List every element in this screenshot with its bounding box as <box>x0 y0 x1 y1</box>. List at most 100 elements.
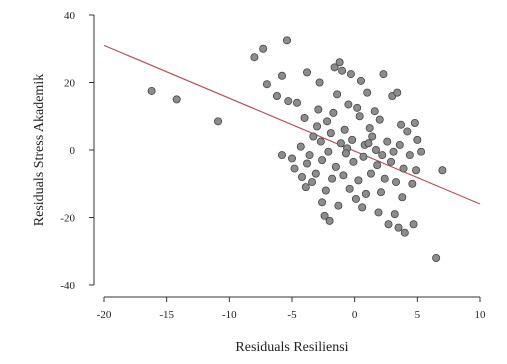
data-point <box>376 188 385 197</box>
x-tick-label: 5 <box>415 309 421 321</box>
x-tick-label: -5 <box>287 309 297 321</box>
data-point <box>311 169 320 178</box>
regression-line-group <box>103 44 481 205</box>
data-point <box>282 36 291 45</box>
y-tick-label: 40 <box>64 10 76 22</box>
data-point <box>383 137 392 146</box>
data-point <box>346 70 355 79</box>
data-point <box>394 223 403 232</box>
data-point <box>259 44 268 53</box>
data-point <box>353 103 362 112</box>
data-point <box>359 152 368 161</box>
data-point <box>324 147 333 156</box>
data-point <box>338 66 347 75</box>
data-point <box>368 132 377 141</box>
data-point <box>318 156 327 165</box>
data-point <box>172 95 181 104</box>
data-point <box>417 147 426 156</box>
data-point <box>379 70 388 79</box>
data-point <box>309 132 318 141</box>
data-point <box>314 105 323 114</box>
data-point <box>405 151 414 160</box>
y-axis-title: Residuals Stress Akademik <box>32 74 47 226</box>
data-point <box>438 166 447 175</box>
data-point <box>147 86 156 95</box>
data-point <box>290 164 299 173</box>
data-point <box>366 169 375 178</box>
data-point <box>335 58 344 67</box>
x-tick-label: 0 <box>352 309 358 321</box>
data-point <box>303 159 312 168</box>
data-point <box>378 151 387 160</box>
data-point <box>354 176 363 185</box>
regression-line <box>103 44 481 205</box>
x-tick-label: -20 <box>97 309 112 321</box>
data-point <box>374 208 383 217</box>
data-point <box>296 142 305 151</box>
data-point <box>364 139 373 148</box>
data-point <box>287 154 296 163</box>
data-point <box>393 88 402 97</box>
data-point <box>392 178 401 187</box>
data-point <box>390 210 399 219</box>
data-point <box>410 119 419 128</box>
data-point <box>325 216 334 225</box>
data-point <box>397 120 406 129</box>
data-point <box>277 151 286 160</box>
data-point <box>250 53 259 62</box>
data-point <box>389 147 398 156</box>
axes: -20 -15 -10 -5 0 5 10 -40 -20 0 20 40 <box>60 10 486 321</box>
data-point <box>331 162 340 171</box>
data-point <box>348 135 357 144</box>
data-point <box>412 166 421 175</box>
data-point <box>341 149 350 158</box>
data-point <box>349 157 358 166</box>
data-point <box>333 90 342 99</box>
data-point <box>409 220 418 229</box>
data-point <box>375 115 384 124</box>
x-axis-title: Residuals Resiliensi <box>235 340 348 355</box>
data-point <box>356 76 365 85</box>
x-tick-label: -10 <box>222 309 237 321</box>
data-point <box>400 228 409 237</box>
data-point <box>301 183 310 192</box>
y-tick-label: 20 <box>64 78 76 90</box>
data-point <box>323 117 332 126</box>
data-point <box>336 139 345 148</box>
data-point <box>363 88 372 97</box>
data-point <box>361 189 370 198</box>
data-point <box>408 179 417 188</box>
y-tick-label: 0 <box>70 145 76 157</box>
data-point <box>326 129 335 138</box>
data-point <box>272 92 281 101</box>
data-point <box>328 174 337 183</box>
data-point <box>398 193 407 202</box>
data-point <box>329 108 338 117</box>
data-point <box>320 211 329 220</box>
data-points <box>147 36 447 262</box>
data-point <box>387 157 396 166</box>
data-point <box>330 63 339 72</box>
data-point <box>277 71 286 80</box>
data-point <box>403 127 412 136</box>
data-point <box>305 151 314 160</box>
data-point <box>399 164 408 173</box>
data-point <box>293 98 302 107</box>
y-tick-label: -20 <box>60 213 75 225</box>
data-point <box>355 112 364 121</box>
data-point <box>395 140 404 149</box>
data-point <box>284 97 293 106</box>
data-point <box>339 171 348 180</box>
data-point <box>318 198 327 207</box>
data-point <box>300 113 309 122</box>
data-point <box>413 135 422 144</box>
data-point <box>371 145 380 154</box>
data-point <box>315 78 324 87</box>
data-point <box>303 68 312 77</box>
data-point <box>432 253 441 262</box>
data-point <box>214 117 223 126</box>
data-point <box>351 194 360 203</box>
data-point <box>321 186 330 195</box>
data-point <box>373 161 382 170</box>
